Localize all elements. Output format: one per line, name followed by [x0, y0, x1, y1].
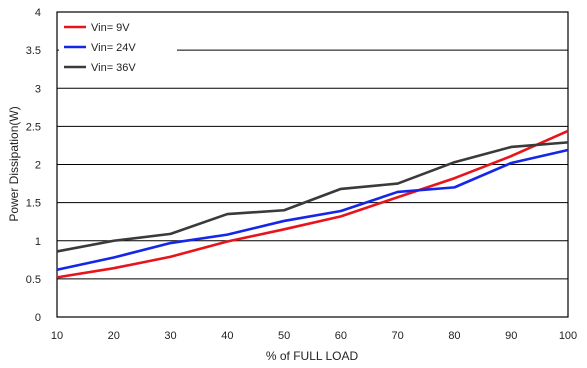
- y-axis-ticks: 0 0.5 1 1.5 2 2.5 3 3.5 4: [26, 7, 41, 324]
- y-tick-label: 3: [35, 83, 41, 95]
- x-axis-ticks: 10 20 30 40 50 60 70 80 90 100: [51, 330, 577, 342]
- series-line-3: [56, 141, 569, 253]
- x-tick-label: 90: [505, 330, 517, 342]
- legend-label: Vin= 24V: [91, 42, 136, 54]
- x-tick-label: 100: [559, 330, 577, 342]
- x-tick-label: 60: [335, 330, 347, 342]
- y-tick-label: 4: [35, 7, 41, 19]
- y-tick-label: 3.5: [26, 45, 41, 57]
- legend-label: Vin= 9V: [91, 22, 130, 34]
- y-tick-label: 2.5: [26, 121, 41, 133]
- series-line-2: [56, 148, 569, 271]
- y-tick-label: 1.5: [26, 198, 41, 210]
- y-tick-label: 2: [35, 160, 41, 172]
- plot-frame: [56, 11, 569, 318]
- x-tick-label: 80: [448, 330, 460, 342]
- x-tick-label: 10: [51, 330, 63, 342]
- x-tick-label: 70: [392, 330, 404, 342]
- y-tick-label: 1: [35, 236, 41, 248]
- x-tick-label: 30: [164, 330, 176, 342]
- y-tick-label: 0.5: [26, 274, 41, 286]
- grid-lines: [57, 49, 568, 280]
- legend: Vin= 9V Vin= 24V Vin= 36V: [59, 14, 177, 78]
- legend-label: Vin= 36V: [91, 62, 136, 74]
- y-axis-label: Power Dissipation(W): [7, 106, 21, 221]
- x-tick-label: 40: [221, 330, 233, 342]
- x-tick-label: 50: [278, 330, 290, 342]
- series-line-1: [56, 129, 569, 279]
- series-lines: [56, 129, 569, 279]
- y-tick-label: 0: [35, 312, 41, 324]
- x-tick-label: 20: [108, 330, 120, 342]
- x-axis-label: % of FULL LOAD: [266, 349, 359, 363]
